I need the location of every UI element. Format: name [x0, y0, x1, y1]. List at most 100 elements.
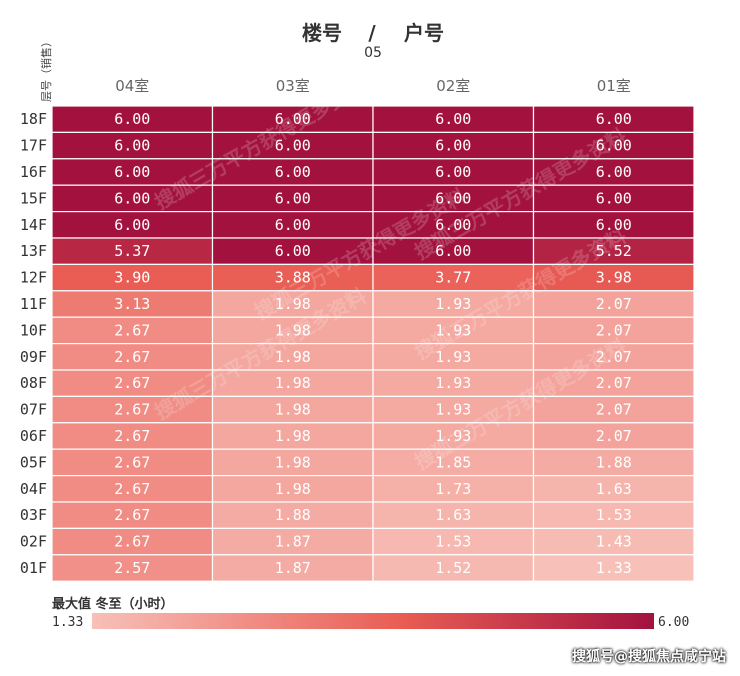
cell-value-label: 3.90	[114, 269, 150, 287]
legend-title: 最大值 冬至（小时）	[52, 596, 174, 612]
heatmap-cell	[372, 422, 535, 450]
heatmap-cell	[532, 369, 695, 397]
row-label: 10F	[20, 321, 47, 339]
row-label: 07F	[20, 401, 47, 419]
heatmap-cell	[372, 237, 535, 265]
cell-value-label: 6.00	[275, 242, 311, 260]
title-left: 楼号	[302, 21, 342, 45]
legend-gradient-bar	[92, 613, 654, 629]
heatmap-cell	[372, 369, 535, 397]
heatmap-cell	[372, 475, 535, 503]
heatmap-cell	[532, 211, 695, 239]
cell-value-label: 1.88	[596, 453, 632, 471]
column-label: 04室	[115, 77, 149, 95]
row-label: 02F	[20, 533, 47, 551]
heatmap-cell	[51, 184, 214, 213]
cell-value-label: 2.67	[114, 533, 150, 551]
building-number: 05	[364, 45, 382, 61]
cell-value-label: 2.07	[596, 321, 632, 339]
heatmap-cell	[532, 554, 695, 582]
cell-value-label: 1.93	[435, 374, 471, 392]
cell-value-label: 6.00	[596, 216, 632, 234]
cell-value-label: 6.00	[114, 216, 150, 234]
heatmap-cell	[51, 554, 214, 582]
heatmap-cell	[372, 263, 535, 292]
heatmap-cell	[372, 184, 535, 213]
cell-value-label: 1.98	[275, 374, 311, 392]
cell-value-label: 6.00	[435, 110, 471, 128]
heatmap-cell	[532, 131, 695, 160]
cell-value-label: 3.88	[275, 269, 311, 287]
row-label: 12F	[20, 269, 47, 287]
cell-value-label: 1.63	[596, 480, 632, 498]
title-right: 户号	[404, 21, 444, 45]
cell-value-label: 6.00	[435, 216, 471, 234]
cell-value-label: 6.00	[435, 137, 471, 155]
cell-value-label: 2.07	[596, 401, 632, 419]
heatmap-cell	[51, 422, 214, 450]
heatmap-cell	[211, 290, 374, 318]
column-labels: 04室 03室 02室 01室	[115, 77, 631, 95]
cell-value-label: 1.98	[275, 427, 311, 445]
cell-value-label: 6.00	[114, 137, 150, 155]
cell-value-label: 1.93	[435, 348, 471, 366]
cell-value-label: 6.00	[596, 110, 632, 128]
heatmap-cell	[211, 158, 374, 186]
heatmap-cell	[532, 527, 695, 556]
cell-value-label: 6.00	[596, 189, 632, 207]
cell-value-label: 1.33	[596, 559, 632, 577]
cell-value-label: 1.53	[435, 533, 471, 551]
heatmap-cell	[51, 316, 214, 345]
heatmap-cell	[372, 395, 535, 424]
cell-value-label: 1.88	[275, 506, 311, 524]
heatmap-cell	[532, 422, 695, 450]
heatmap-cell	[51, 343, 214, 371]
cell-value-label: 1.98	[275, 453, 311, 471]
heatmap-cells: 6.00 6.00 6.00 6.00 6.00 6.00 6.00 6.00 6.00 6.00…	[51, 105, 695, 582]
cell-value-label: 1.98	[275, 348, 311, 366]
heatmap-cell	[532, 395, 695, 424]
cell-value-label: 6.00	[275, 163, 311, 181]
cell-value-label: 2.67	[114, 453, 150, 471]
cell-value-label: 1.85	[435, 453, 471, 471]
row-label: 11F	[20, 295, 47, 313]
heatmap-cell	[211, 237, 374, 265]
cell-value-label: 6.00	[275, 216, 311, 234]
cell-value-label: 1.98	[275, 321, 311, 339]
heatmap-cell	[51, 501, 214, 529]
cell-value-label: 2.67	[114, 427, 150, 445]
cell-value-label: 6.00	[114, 110, 150, 128]
heatmap-cell	[532, 448, 695, 477]
cell-value-label: 2.67	[114, 348, 150, 366]
row-label: 03F	[20, 506, 47, 524]
title-separator: /	[368, 21, 376, 45]
column-label: 03室	[276, 77, 310, 95]
row-label: 16F	[20, 163, 47, 181]
cell-value-label: 1.87	[275, 559, 311, 577]
footer-credit: 搜狐号@搜狐焦点咸宁站	[572, 649, 726, 665]
heatmap-cell	[532, 158, 695, 186]
heatmap-cell	[51, 211, 214, 239]
heatmap-cell	[211, 343, 374, 371]
column-label: 01室	[597, 77, 631, 95]
cell-value-label: 2.07	[596, 427, 632, 445]
heatmap-cell	[51, 237, 214, 265]
heatmap-cell	[372, 131, 535, 160]
cell-value-label: 1.93	[435, 295, 471, 313]
cell-value-label: 2.07	[596, 374, 632, 392]
cell-value-label: 1.98	[275, 480, 311, 498]
row-label: 08F	[20, 374, 47, 392]
heatmap-cell	[372, 343, 535, 371]
cell-value-label: 2.07	[596, 295, 632, 313]
cell-value-label: 3.13	[114, 295, 150, 313]
heatmap-cell	[532, 184, 695, 213]
heatmap-cell	[372, 211, 535, 239]
row-label: 15F	[20, 189, 47, 207]
cell-value-label: 1.53	[596, 506, 632, 524]
cell-value-label: 1.98	[275, 401, 311, 419]
cell-value-label: 3.98	[596, 269, 632, 287]
cell-value-label: 6.00	[114, 189, 150, 207]
cell-value-label: 5.52	[596, 242, 632, 260]
row-label: 06F	[20, 427, 47, 445]
